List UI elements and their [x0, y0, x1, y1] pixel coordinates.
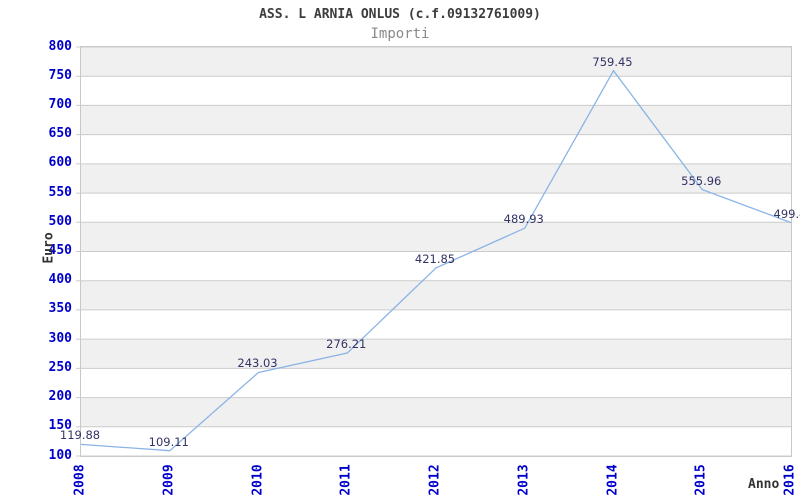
y-tick-label: 100: [48, 447, 72, 463]
plot-band: [81, 105, 791, 135]
y-tick-label: 250: [48, 359, 72, 375]
data-point-label: 119.88: [59, 428, 101, 443]
x-tick-label: 2009: [161, 464, 177, 496]
x-tick-label: 2012: [427, 464, 443, 496]
chart-subtitle: Importi: [370, 26, 430, 42]
plot-area: [76, 46, 792, 457]
data-point-label: 109.11: [148, 434, 189, 449]
y-tick-label: 650: [48, 126, 72, 142]
x-tick-label: 2008: [72, 464, 88, 496]
y-tick-label: 550: [48, 184, 72, 200]
plot-band: [81, 222, 791, 252]
y-tick-label: 750: [48, 67, 72, 83]
data-point-label: 759.45: [592, 54, 633, 69]
y-tick-label: 150: [48, 418, 72, 434]
x-tick-label: 2014: [605, 464, 620, 496]
data-point-label: 421.85: [414, 251, 456, 266]
y-tick-label: 600: [48, 155, 72, 171]
x-tick-label: 2010: [250, 464, 265, 496]
x-tick-label: 2015: [693, 464, 709, 496]
plot-band: [81, 339, 791, 369]
plot-band: [81, 251, 791, 281]
y-tick-label: 700: [48, 96, 72, 112]
data-point-label: 499.4: [773, 206, 800, 221]
y-tick-label: 400: [48, 272, 72, 288]
plot-band: [81, 368, 791, 398]
y-axis-title: Euro: [41, 232, 57, 264]
data-point-label: 243.03: [237, 356, 278, 371]
plot-band: [81, 163, 791, 194]
data-point-label: 276.21: [326, 337, 367, 352]
x-axis-title: Anno: [748, 477, 780, 492]
data-point-label: 555.96: [681, 173, 722, 188]
y-tick-label: 300: [48, 330, 72, 346]
plot-band: [81, 134, 791, 164]
y-tick-label: 450: [48, 243, 72, 258]
line-series-svg: [76, 46, 792, 457]
plot-band: [81, 76, 791, 106]
y-tick-label: 800: [48, 38, 72, 54]
data-point-label: 489.93: [503, 212, 544, 227]
y-tick-label: 350: [48, 301, 72, 317]
x-tick-label: 2016: [782, 464, 798, 496]
plot-band: [81, 309, 791, 340]
plot-band: [81, 280, 791, 310]
x-tick-label: 2013: [516, 464, 532, 496]
y-tick-label: 500: [48, 213, 72, 229]
chart-title: ASS. L ARNIA ONLUS (c.f.09132761009): [259, 7, 541, 22]
plot-band: [81, 426, 791, 456]
plot-band: [81, 397, 791, 427]
plot-band: [81, 193, 791, 223]
plot-band: [81, 47, 791, 77]
series-line: [80, 69, 792, 452]
y-tick-label: 200: [48, 389, 72, 405]
x-tick-label: 2011: [338, 464, 354, 496]
